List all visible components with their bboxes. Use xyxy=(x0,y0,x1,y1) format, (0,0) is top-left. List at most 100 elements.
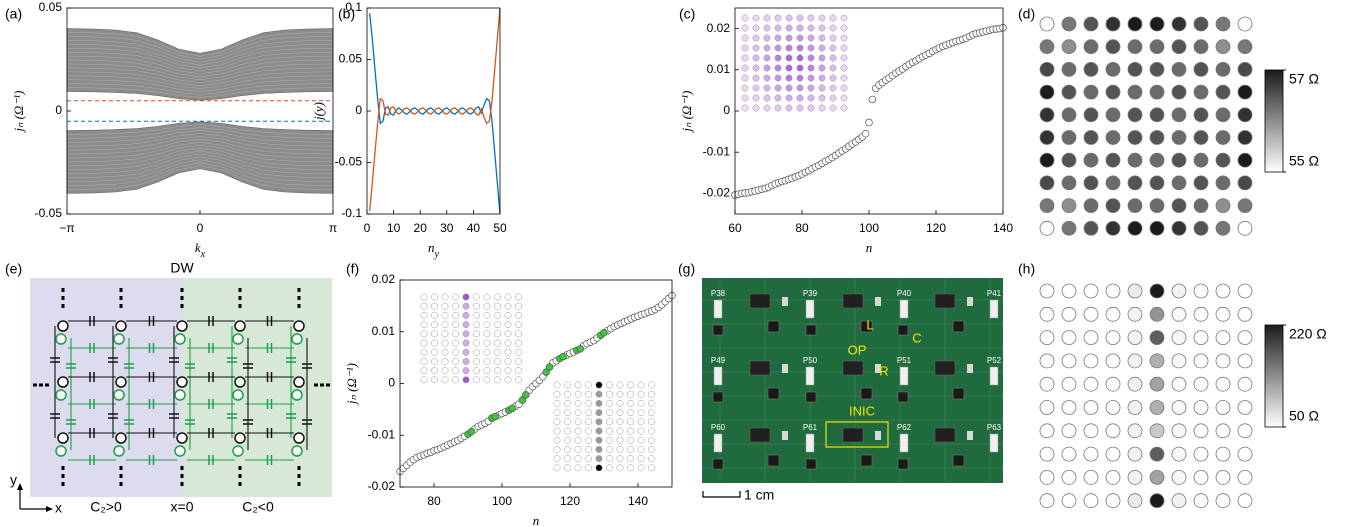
node xyxy=(174,445,186,457)
component xyxy=(967,297,973,306)
site xyxy=(1061,107,1077,123)
band-area xyxy=(66,121,334,194)
node xyxy=(113,333,125,345)
region-label: x=0 xyxy=(171,499,194,515)
inset-site xyxy=(606,409,613,417)
site xyxy=(1039,353,1055,369)
site xyxy=(1039,175,1055,191)
axis-label: n xyxy=(866,240,873,255)
pin-label: P39 xyxy=(803,289,818,298)
site xyxy=(1171,400,1187,415)
site xyxy=(1149,62,1165,77)
axis-y-label: y xyxy=(10,472,17,488)
highlight-box xyxy=(825,421,889,448)
inset-site xyxy=(807,14,815,22)
axis-label: n xyxy=(533,513,540,527)
inset-site xyxy=(431,376,438,384)
ellipsis-dot xyxy=(61,288,65,292)
inset-site xyxy=(616,409,624,417)
site xyxy=(1105,175,1121,191)
inset-site xyxy=(774,34,782,42)
inset-site xyxy=(840,104,848,112)
site xyxy=(1193,198,1209,214)
colorbar-label: 57 Ω xyxy=(1289,71,1319,87)
inset-site xyxy=(553,464,561,472)
component xyxy=(875,431,881,440)
panel-label: (a) xyxy=(5,6,22,22)
axis-label-sub: x xyxy=(200,249,206,260)
site xyxy=(1215,84,1231,100)
y-tick-label: -0.01 xyxy=(703,144,731,158)
inset-site xyxy=(796,54,804,62)
inset-site xyxy=(752,94,760,102)
y-tick-label: 0.01 xyxy=(372,324,396,338)
y-tick-label: -0.05 xyxy=(335,155,363,169)
node xyxy=(176,432,188,444)
inset-site xyxy=(840,34,848,42)
inset-site xyxy=(741,64,749,72)
inset-site xyxy=(752,34,760,42)
site xyxy=(1061,130,1077,145)
inset-site xyxy=(818,14,826,22)
inset-site xyxy=(574,427,582,435)
component xyxy=(767,320,780,333)
component xyxy=(712,324,724,336)
node xyxy=(234,432,246,444)
site xyxy=(1105,469,1121,485)
inset-site xyxy=(785,14,793,22)
inset-site xyxy=(807,104,815,112)
inset-site xyxy=(585,409,592,417)
colorbar-label: 50 Ω xyxy=(1289,408,1319,424)
site xyxy=(1083,130,1099,145)
series-line xyxy=(369,13,501,215)
site xyxy=(1061,62,1077,77)
y-tick-label: 0.02 xyxy=(372,272,396,286)
pin-header xyxy=(899,433,909,453)
data-point xyxy=(467,427,476,436)
inset-site xyxy=(741,24,749,32)
ellipsis-dot xyxy=(297,296,301,300)
part-label: R xyxy=(879,363,888,378)
site xyxy=(1039,423,1055,439)
site xyxy=(1215,283,1231,299)
x-tick-label: 120 xyxy=(926,221,946,235)
inset-site xyxy=(785,34,793,42)
ellipsis-dot xyxy=(61,474,65,478)
site xyxy=(1127,353,1143,369)
ellipsis-dot xyxy=(180,474,184,478)
site xyxy=(1171,330,1187,346)
pin-header xyxy=(989,299,999,319)
inset-site xyxy=(585,464,592,472)
band-texture xyxy=(66,130,334,143)
inset-site xyxy=(752,54,760,62)
site xyxy=(1039,39,1055,55)
inset-site xyxy=(515,357,522,365)
inset-site xyxy=(774,44,782,52)
node xyxy=(55,389,67,401)
inset-site xyxy=(483,321,491,329)
inset-site xyxy=(829,94,837,102)
data-point xyxy=(865,118,873,127)
site xyxy=(1171,446,1187,462)
site xyxy=(1083,175,1099,191)
site xyxy=(1105,353,1121,369)
inset-site xyxy=(504,348,512,356)
site xyxy=(1127,220,1143,236)
site xyxy=(1083,306,1099,322)
site xyxy=(1083,16,1099,32)
inset-site xyxy=(483,339,491,347)
inset-site xyxy=(494,339,501,347)
site xyxy=(1171,493,1187,509)
inset-site xyxy=(818,104,826,112)
part-label: OP xyxy=(848,342,867,357)
site xyxy=(1061,84,1077,100)
chip xyxy=(934,360,956,376)
chip xyxy=(749,293,771,309)
inset-site xyxy=(741,84,749,92)
band-texture xyxy=(66,47,334,69)
part-label: C xyxy=(912,330,921,345)
inset-site xyxy=(420,293,428,301)
site xyxy=(1193,152,1209,168)
inset-site xyxy=(763,34,771,42)
inset-site xyxy=(452,311,459,319)
